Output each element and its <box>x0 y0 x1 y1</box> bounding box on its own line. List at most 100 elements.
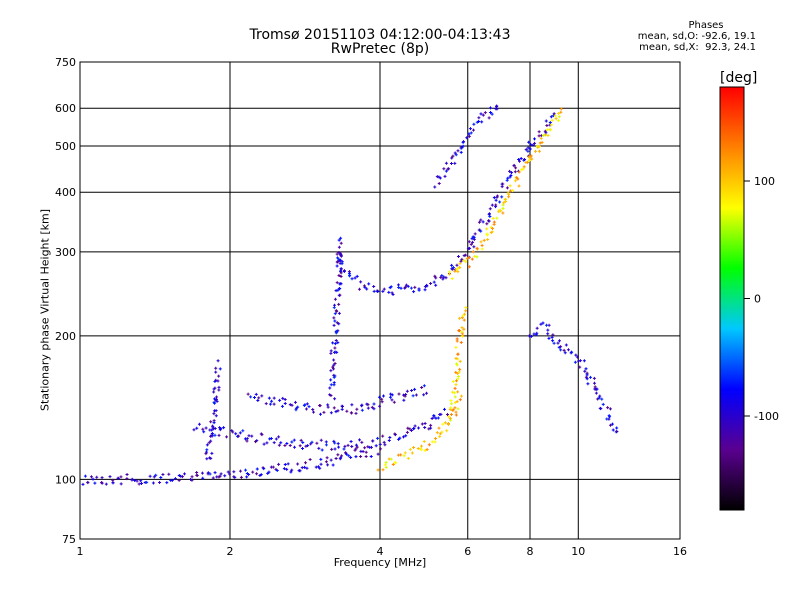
scatter-point <box>190 478 194 482</box>
scatter-point <box>594 391 598 395</box>
scatter-point <box>251 470 255 474</box>
scatter-point <box>456 372 460 376</box>
y-axis-label: Stationary phase Virtual Height [km] <box>38 208 52 412</box>
scatter-point <box>367 282 371 286</box>
scatter-point <box>302 403 306 407</box>
scatter-point <box>349 439 353 443</box>
scatter-point <box>219 472 223 476</box>
scatter-point <box>324 460 328 464</box>
scatter-point <box>336 453 340 457</box>
scatter-point <box>456 377 460 381</box>
scatter-point <box>298 444 302 448</box>
scatter-point <box>436 416 440 420</box>
scatter-point <box>396 283 400 287</box>
scatter-point <box>453 386 457 390</box>
scatter-point <box>332 316 336 320</box>
scatter-point <box>453 269 457 273</box>
scatter-point <box>328 393 332 397</box>
scatter-point <box>370 405 374 409</box>
scatter-point <box>339 241 343 245</box>
scatter-point <box>521 167 525 171</box>
scatter-point <box>244 468 248 472</box>
scatter-point <box>151 481 155 485</box>
scatter-point <box>409 428 413 432</box>
scatter-point <box>165 481 169 485</box>
scatter-point <box>324 443 328 447</box>
scatter-point <box>348 273 352 277</box>
scatter-point <box>269 465 273 469</box>
scatter-point <box>296 462 300 466</box>
scatter-point <box>304 407 308 411</box>
scatter-point <box>456 407 460 411</box>
scatter-point <box>376 468 380 472</box>
scatter-point <box>161 472 165 476</box>
scatter-point <box>294 408 298 412</box>
scatter-point <box>586 382 590 386</box>
scatter-point <box>216 379 220 383</box>
scatter-point <box>364 450 368 454</box>
scatter-point <box>490 226 494 230</box>
scatter-point <box>454 370 458 374</box>
scatter-point <box>133 479 137 483</box>
scatter-point <box>481 220 485 224</box>
scatter-point <box>412 426 416 430</box>
scatter-point <box>495 194 499 198</box>
scatter-point <box>536 145 540 149</box>
scatter-point <box>232 470 236 474</box>
scatter-point <box>140 481 144 485</box>
scatter-point <box>562 348 566 352</box>
x-tick-label: 8 <box>527 545 534 558</box>
scatter-point <box>353 276 357 280</box>
scatter-point <box>519 157 523 161</box>
scatter-point <box>277 443 281 447</box>
scatter-point <box>139 479 143 483</box>
scatter-point <box>442 167 446 171</box>
scatter-point <box>329 369 333 373</box>
scatter-point <box>509 173 513 177</box>
scatter-point <box>336 341 340 345</box>
scatter-point <box>305 402 309 406</box>
scatter-point <box>557 345 561 349</box>
scatter-point <box>392 400 396 404</box>
scatter-point <box>472 122 476 126</box>
scatter-point <box>441 277 445 281</box>
scatter-point <box>456 375 460 379</box>
scatter-point <box>479 229 483 233</box>
scatter-point <box>288 403 292 407</box>
scatter-points <box>81 104 619 486</box>
scatter-point <box>309 442 313 446</box>
scatter-point <box>399 453 403 457</box>
scatter-point <box>159 476 163 480</box>
scatter-point <box>281 396 285 400</box>
scatter-point <box>574 353 578 357</box>
colorbar-tick-label: 100 <box>754 175 775 188</box>
scatter-point <box>475 246 479 250</box>
scatter-point <box>332 373 336 377</box>
scatter-point <box>272 402 276 406</box>
scatter-point <box>369 455 373 459</box>
scatter-point <box>468 127 472 131</box>
scatter-point <box>329 458 333 462</box>
scatter-point <box>611 428 615 432</box>
scatter-point <box>383 443 387 447</box>
scatter-point <box>490 230 494 234</box>
scatter-point <box>458 262 462 266</box>
scatter-point <box>563 351 567 355</box>
scatter-point <box>290 440 294 444</box>
scatter-point <box>277 462 281 466</box>
scatter-point <box>100 476 104 480</box>
scatter-point <box>217 388 221 392</box>
scatter-point <box>286 462 290 466</box>
scatter-point <box>432 415 436 419</box>
scatter-point <box>177 478 181 482</box>
scatter-point <box>326 405 330 409</box>
scatter-point <box>262 467 266 471</box>
scatter-point <box>357 287 361 291</box>
scatter-point <box>393 460 397 464</box>
scatter-point <box>308 457 312 461</box>
scatter-point <box>454 356 458 360</box>
scatter-point <box>532 332 536 336</box>
scatter-point <box>527 140 531 144</box>
scatter-point <box>232 475 236 479</box>
scatter-point <box>422 440 426 444</box>
